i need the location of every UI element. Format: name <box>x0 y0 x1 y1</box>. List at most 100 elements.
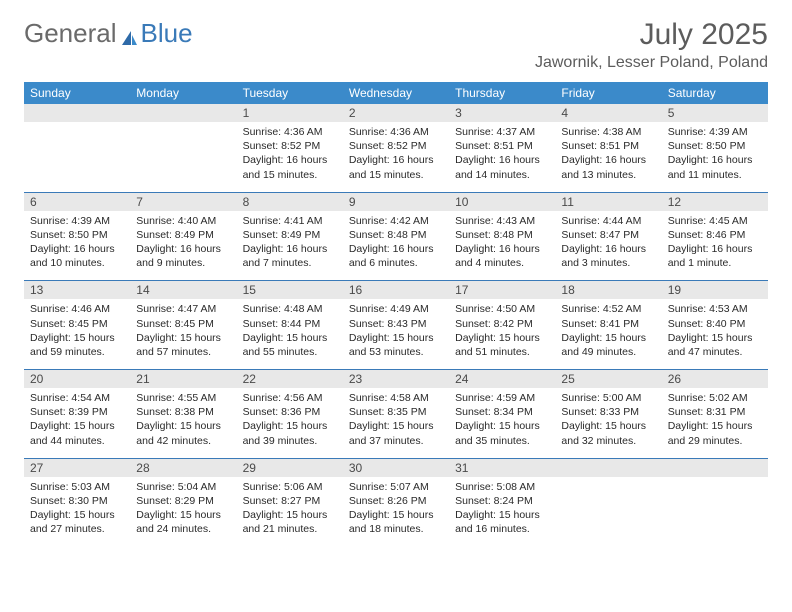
day-content-cell: Sunrise: 5:07 AMSunset: 8:26 PMDaylight:… <box>343 477 449 547</box>
day-number-cell <box>130 104 236 122</box>
sunrise-line: Sunrise: 4:46 AM <box>30 302 124 316</box>
sunset-line: Sunset: 8:51 PM <box>561 139 655 153</box>
day-content-cell: Sunrise: 4:42 AMSunset: 8:48 PMDaylight:… <box>343 211 449 281</box>
day-number-cell: 26 <box>662 370 768 388</box>
sunrise-line: Sunrise: 4:39 AM <box>30 214 124 228</box>
daylight-line: Daylight: 15 hours and 29 minutes. <box>668 419 762 447</box>
calendar-table: Sunday Monday Tuesday Wednesday Thursday… <box>24 82 768 546</box>
daylight-line: Daylight: 15 hours and 37 minutes. <box>349 419 443 447</box>
day-content-cell: Sunrise: 4:52 AMSunset: 8:41 PMDaylight:… <box>555 299 661 369</box>
sunrise-line: Sunrise: 4:56 AM <box>243 391 337 405</box>
sunset-line: Sunset: 8:48 PM <box>455 228 549 242</box>
daylight-line: Daylight: 15 hours and 27 minutes. <box>30 508 124 536</box>
day-content-cell: Sunrise: 4:48 AMSunset: 8:44 PMDaylight:… <box>237 299 343 369</box>
daylight-line: Daylight: 15 hours and 42 minutes. <box>136 419 230 447</box>
day-number-cell: 15 <box>237 281 343 299</box>
day-number-cell: 1 <box>237 104 343 122</box>
day-content-cell: Sunrise: 4:39 AMSunset: 8:50 PMDaylight:… <box>662 122 768 192</box>
sunset-line: Sunset: 8:43 PM <box>349 317 443 331</box>
day-number-cell: 4 <box>555 104 661 122</box>
sunrise-line: Sunrise: 4:41 AM <box>243 214 337 228</box>
dow-sunday: Sunday <box>24 82 130 104</box>
day-content-cell: Sunrise: 4:39 AMSunset: 8:50 PMDaylight:… <box>24 211 130 281</box>
sunrise-line: Sunrise: 4:36 AM <box>349 125 443 139</box>
day-number-cell: 19 <box>662 281 768 299</box>
sunrise-line: Sunrise: 4:50 AM <box>455 302 549 316</box>
sunrise-line: Sunrise: 4:49 AM <box>349 302 443 316</box>
sunset-line: Sunset: 8:50 PM <box>668 139 762 153</box>
day-content-cell <box>662 477 768 547</box>
daylight-line: Daylight: 15 hours and 55 minutes. <box>243 331 337 359</box>
daylight-line: Daylight: 16 hours and 1 minute. <box>668 242 762 270</box>
sunrise-line: Sunrise: 4:54 AM <box>30 391 124 405</box>
daylight-line: Daylight: 16 hours and 9 minutes. <box>136 242 230 270</box>
daylight-line: Daylight: 15 hours and 51 minutes. <box>455 331 549 359</box>
sunset-line: Sunset: 8:35 PM <box>349 405 443 419</box>
day-content-cell: Sunrise: 4:50 AMSunset: 8:42 PMDaylight:… <box>449 299 555 369</box>
day-content-cell: Sunrise: 4:44 AMSunset: 8:47 PMDaylight:… <box>555 211 661 281</box>
day-content-cell: Sunrise: 4:46 AMSunset: 8:45 PMDaylight:… <box>24 299 130 369</box>
sunrise-line: Sunrise: 4:38 AM <box>561 125 655 139</box>
sunrise-line: Sunrise: 4:36 AM <box>243 125 337 139</box>
daynum-row: 13141516171819 <box>24 281 768 299</box>
day-content-cell: Sunrise: 4:58 AMSunset: 8:35 PMDaylight:… <box>343 388 449 458</box>
sunrise-line: Sunrise: 5:06 AM <box>243 480 337 494</box>
sunrise-line: Sunrise: 5:07 AM <box>349 480 443 494</box>
day-number-cell: 28 <box>130 459 236 477</box>
daylight-line: Daylight: 15 hours and 57 minutes. <box>136 331 230 359</box>
day-number-cell: 11 <box>555 193 661 211</box>
day-content-cell: Sunrise: 4:38 AMSunset: 8:51 PMDaylight:… <box>555 122 661 192</box>
day-number-cell: 13 <box>24 281 130 299</box>
day-number-cell: 18 <box>555 281 661 299</box>
day-content-cell: Sunrise: 4:53 AMSunset: 8:40 PMDaylight:… <box>662 299 768 369</box>
sunset-line: Sunset: 8:48 PM <box>349 228 443 242</box>
sunset-line: Sunset: 8:38 PM <box>136 405 230 419</box>
sunset-line: Sunset: 8:34 PM <box>455 405 549 419</box>
day-content-cell: Sunrise: 4:56 AMSunset: 8:36 PMDaylight:… <box>237 388 343 458</box>
daylight-line: Daylight: 16 hours and 15 minutes. <box>243 153 337 181</box>
dow-row: Sunday Monday Tuesday Wednesday Thursday… <box>24 82 768 104</box>
daylight-line: Daylight: 15 hours and 21 minutes. <box>243 508 337 536</box>
daylight-line: Daylight: 16 hours and 14 minutes. <box>455 153 549 181</box>
day-content-cell: Sunrise: 4:43 AMSunset: 8:48 PMDaylight:… <box>449 211 555 281</box>
sunrise-line: Sunrise: 4:59 AM <box>455 391 549 405</box>
daylight-line: Daylight: 15 hours and 47 minutes. <box>668 331 762 359</box>
daylight-line: Daylight: 16 hours and 13 minutes. <box>561 153 655 181</box>
logo-text-general: General <box>24 18 117 49</box>
sunrise-line: Sunrise: 4:48 AM <box>243 302 337 316</box>
day-number-cell: 2 <box>343 104 449 122</box>
day-content-cell <box>24 122 130 192</box>
sunrise-line: Sunrise: 4:55 AM <box>136 391 230 405</box>
sunset-line: Sunset: 8:52 PM <box>243 139 337 153</box>
daylight-line: Daylight: 15 hours and 39 minutes. <box>243 419 337 447</box>
daylight-line: Daylight: 16 hours and 4 minutes. <box>455 242 549 270</box>
logo-text-blue: Blue <box>141 18 193 49</box>
content-row: Sunrise: 4:54 AMSunset: 8:39 PMDaylight:… <box>24 388 768 458</box>
day-content-cell: Sunrise: 5:06 AMSunset: 8:27 PMDaylight:… <box>237 477 343 547</box>
content-row: Sunrise: 5:03 AMSunset: 8:30 PMDaylight:… <box>24 477 768 547</box>
daylight-line: Daylight: 16 hours and 3 minutes. <box>561 242 655 270</box>
day-content-cell: Sunrise: 4:41 AMSunset: 8:49 PMDaylight:… <box>237 211 343 281</box>
sunset-line: Sunset: 8:44 PM <box>243 317 337 331</box>
day-content-cell: Sunrise: 5:02 AMSunset: 8:31 PMDaylight:… <box>662 388 768 458</box>
sunrise-line: Sunrise: 5:03 AM <box>30 480 124 494</box>
daynum-row: 12345 <box>24 104 768 122</box>
sunset-line: Sunset: 8:30 PM <box>30 494 124 508</box>
content-row: Sunrise: 4:46 AMSunset: 8:45 PMDaylight:… <box>24 299 768 369</box>
day-content-cell: Sunrise: 4:49 AMSunset: 8:43 PMDaylight:… <box>343 299 449 369</box>
dow-saturday: Saturday <box>662 82 768 104</box>
sunset-line: Sunset: 8:40 PM <box>668 317 762 331</box>
sunrise-line: Sunrise: 5:00 AM <box>561 391 655 405</box>
day-number-cell: 7 <box>130 193 236 211</box>
sunrise-line: Sunrise: 4:42 AM <box>349 214 443 228</box>
day-number-cell: 31 <box>449 459 555 477</box>
sunrise-line: Sunrise: 4:43 AM <box>455 214 549 228</box>
day-content-cell: Sunrise: 4:54 AMSunset: 8:39 PMDaylight:… <box>24 388 130 458</box>
month-title: July 2025 <box>535 18 768 52</box>
dow-monday: Monday <box>130 82 236 104</box>
header: General Blue July 2025 Jawornik, Lesser … <box>24 18 768 72</box>
sunrise-line: Sunrise: 5:04 AM <box>136 480 230 494</box>
day-content-cell: Sunrise: 5:03 AMSunset: 8:30 PMDaylight:… <box>24 477 130 547</box>
day-number-cell: 29 <box>237 459 343 477</box>
daylight-line: Daylight: 16 hours and 15 minutes. <box>349 153 443 181</box>
